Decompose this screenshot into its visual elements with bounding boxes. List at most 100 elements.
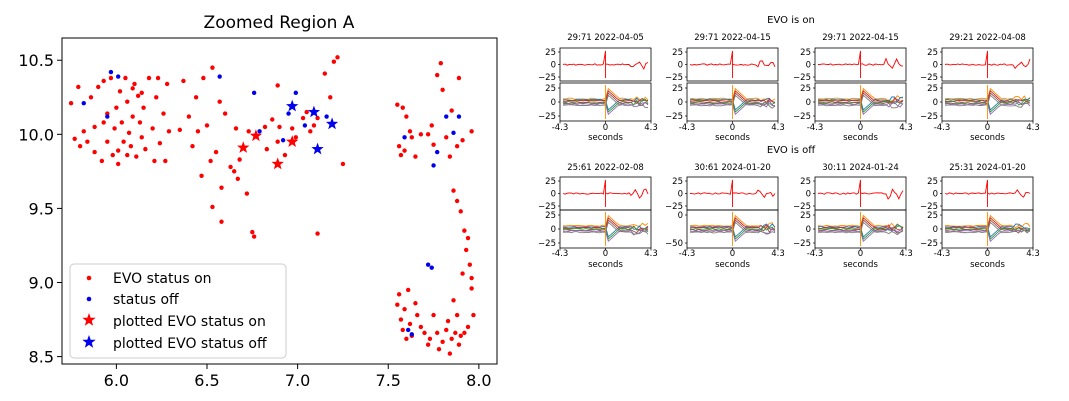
legend-label-evo-on: EVO status on — [113, 271, 212, 287]
point-evo-on — [92, 149, 97, 155]
point-evo-on — [222, 111, 228, 116]
point-evo-on — [407, 129, 413, 134]
x-tick-label: 0 — [730, 123, 735, 133]
bottom-y-tick-label: 0 — [678, 98, 683, 108]
point-status-off — [451, 130, 456, 136]
star-plotted-evo-on — [286, 135, 299, 147]
point-evo-on — [434, 330, 440, 336]
point-evo-on — [195, 129, 201, 134]
point-evo-on — [119, 120, 125, 125]
point-evo-on — [400, 327, 405, 333]
point-evo-on — [143, 146, 148, 152]
x-tick-label: -4.3 — [552, 123, 569, 133]
point-evo-on — [105, 139, 110, 144]
point-evo-on — [166, 129, 172, 134]
x-tick-label: -4.3 — [934, 123, 951, 133]
point-evo-on — [76, 84, 81, 90]
bottom-y-tick-label: −25 — [793, 112, 811, 122]
top-y-tick-label: 25 — [545, 48, 556, 58]
point-evo-on — [458, 333, 463, 339]
bottom-y-tick-label: −25 — [538, 239, 556, 249]
point-evo-on — [440, 87, 445, 93]
point-evo-on — [193, 95, 199, 100]
point-evo-on — [210, 65, 215, 70]
point-evo-on — [436, 346, 442, 352]
bottom-y-tick-label: 0 — [551, 225, 556, 235]
point-evo-on — [235, 176, 241, 181]
panel-top-trace — [944, 179, 1031, 207]
point-evo-on — [130, 86, 135, 91]
point-evo-on — [72, 136, 77, 141]
top-y-tick-label: 25 — [545, 177, 556, 187]
point-evo-on — [199, 173, 204, 179]
x-tick-label: 0 — [985, 123, 990, 133]
point-evo-on — [244, 191, 250, 196]
x-tick-label: 4.3 — [771, 249, 785, 259]
point-evo-on — [282, 152, 288, 158]
point-evo-on — [155, 75, 161, 81]
top-y-tick-label: 0 — [551, 61, 556, 71]
x-axis-label: seconds — [715, 133, 750, 143]
point-evo-on — [134, 154, 139, 159]
point-evo-on — [201, 75, 206, 81]
point-evo-on — [293, 135, 299, 140]
point-evo-on — [465, 324, 471, 330]
panel-top-trace — [817, 50, 904, 78]
point-evo-on — [405, 287, 411, 293]
point-evo-on — [101, 120, 106, 125]
point-evo-on — [434, 72, 440, 78]
point-status-off — [81, 101, 86, 106]
star-plotted-evo-on — [271, 157, 284, 170]
legend-marker-status-off — [86, 296, 92, 302]
bottom-y-tick-label: −25 — [920, 239, 938, 249]
zoomed-region-scatter-chart: Zoomed Region A 6.0 6.5 7.0 7.5 8.0 8.5 9.0 9.5… — [18, 13, 498, 390]
point-evo-on — [447, 351, 453, 356]
point-evo-on — [454, 312, 460, 318]
point-status-off — [293, 90, 299, 96]
point-evo-on — [331, 59, 337, 64]
bottom-y-tick-label: 25 — [545, 84, 556, 94]
point-evo-on — [101, 78, 106, 84]
top-y-tick-label: −25 — [665, 73, 683, 83]
top-y-tick-label: −25 — [793, 73, 811, 83]
point-evo-on — [81, 129, 86, 134]
point-evo-on — [237, 157, 242, 162]
point-evo-on — [427, 336, 433, 342]
x-axis-label: seconds — [843, 260, 878, 270]
x-tick-label: 4.3 — [1026, 123, 1040, 133]
top-y-tick-label: 25 — [800, 177, 811, 187]
point-status-off — [431, 163, 436, 168]
legend-label-status-off: status off — [113, 292, 179, 308]
point-evo-on — [132, 81, 137, 87]
x-tick-label: 4.3 — [644, 123, 658, 133]
x-axis-label: seconds — [715, 260, 750, 270]
top-y-tick-label: 0 — [678, 190, 683, 200]
point-evo-on — [231, 169, 237, 174]
x-tick-label: 0 — [603, 249, 608, 259]
scatter-plot-frame — [61, 37, 498, 365]
panel-title: 29:71 2022-04-15 — [822, 33, 899, 43]
bottom-y-tick-label: 25 — [927, 84, 938, 94]
top-y-tick-label: −25 — [920, 73, 938, 83]
bottom-y-tick-label: 25 — [927, 211, 938, 221]
point-evo-on — [418, 132, 424, 137]
point-status-off — [115, 74, 121, 79]
group-title-evo-on: EVO is on — [767, 15, 815, 26]
x-axis-label: seconds — [970, 133, 1005, 143]
point-evo-on — [115, 148, 121, 153]
top-y-tick-label: 0 — [806, 190, 811, 200]
point-evo-on — [157, 141, 163, 146]
point-evo-on — [404, 114, 409, 119]
bottom-y-tick-label: −25 — [793, 239, 811, 249]
point-evo-on — [141, 105, 146, 110]
point-evo-on — [462, 330, 467, 336]
x-axis-label: seconds — [843, 133, 878, 143]
point-evo-on — [402, 148, 407, 153]
bottom-y-tick-label: 0 — [806, 98, 811, 108]
panel-top-trace — [689, 179, 776, 207]
point-status-off — [251, 90, 257, 96]
point-evo-on — [409, 135, 415, 140]
bottom-y-tick-label: 0 — [933, 98, 938, 108]
point-evo-on — [402, 306, 407, 312]
point-status-off — [409, 332, 415, 337]
